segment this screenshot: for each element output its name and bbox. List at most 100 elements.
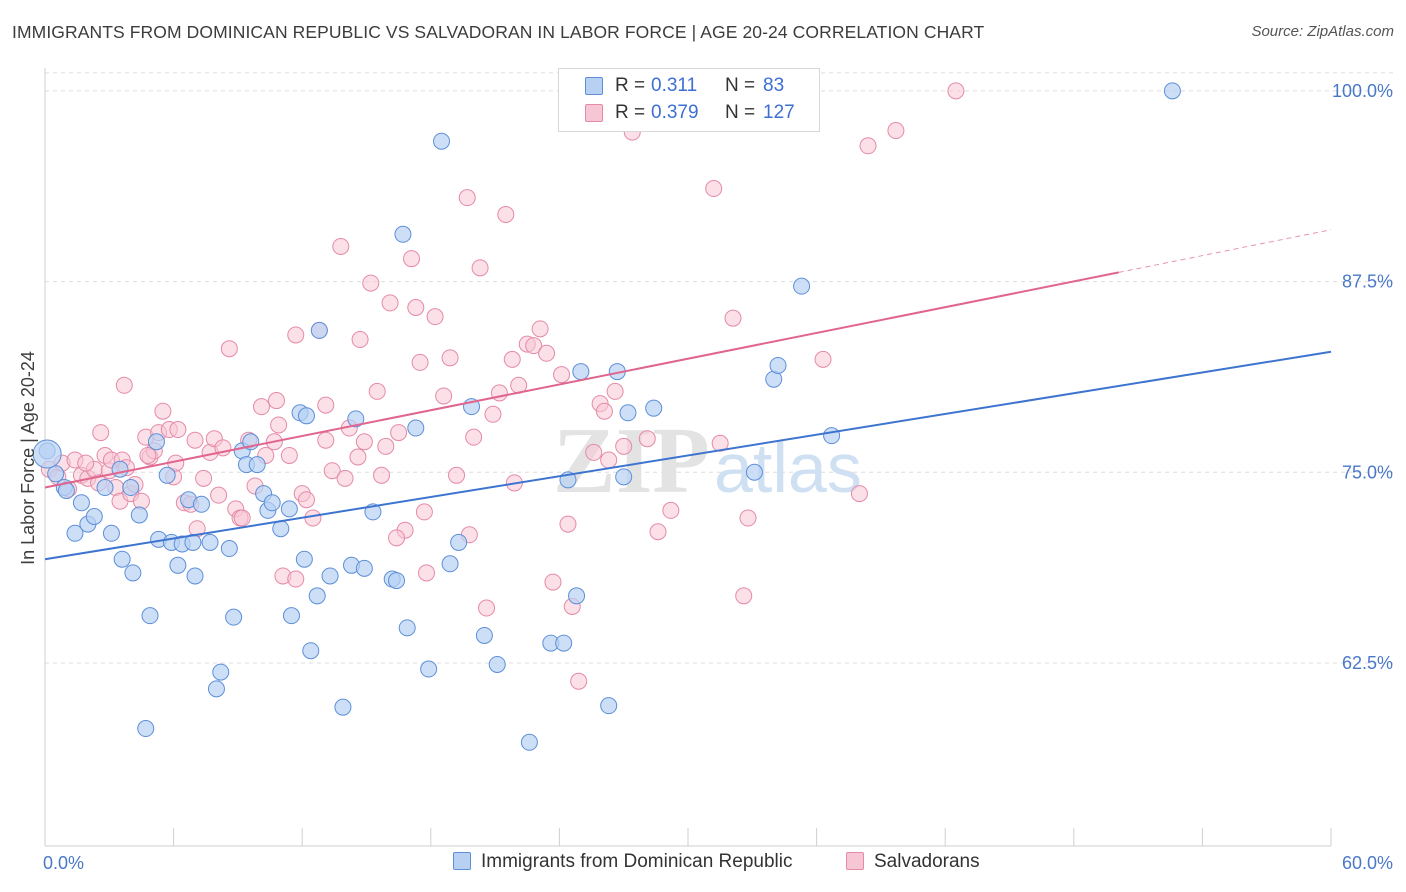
dominican-point xyxy=(137,720,155,738)
bottom-legend-dominican: Immigrants from Dominican Republic xyxy=(453,851,793,873)
salvadoran-point xyxy=(448,466,466,484)
dominican-point xyxy=(475,626,493,644)
salvadoran-point xyxy=(859,137,877,155)
dominican-point xyxy=(615,468,633,486)
dominican-point xyxy=(321,567,339,585)
salvadoran-point xyxy=(850,485,868,503)
salvadoran-point xyxy=(355,433,373,451)
dominican-point xyxy=(66,524,84,542)
legend-n-value: 83 xyxy=(763,75,785,96)
salvadoran-point xyxy=(484,405,502,423)
dominican-point-cluster xyxy=(32,439,62,469)
salvadoran-point xyxy=(415,503,433,521)
salvadoran-point xyxy=(210,486,228,504)
correlation-legend: R = 0.311 N = 83 R = 0.379 N = 127 xyxy=(558,68,820,132)
salvadoran-point xyxy=(705,180,723,198)
y-tick-label: 87.5% xyxy=(1342,272,1393,292)
bottom-legend-label: Immigrants from Dominican Republic xyxy=(481,851,793,872)
dominican-point xyxy=(248,456,266,474)
dominican-point xyxy=(1163,82,1181,100)
dominican-point xyxy=(619,404,637,422)
dominican-point xyxy=(147,433,165,451)
dominican-points xyxy=(32,82,1181,751)
dominican-point xyxy=(47,465,65,483)
salvadoran-point xyxy=(270,416,288,434)
salvadoran-point xyxy=(525,337,543,355)
gridlines xyxy=(45,72,1395,664)
salvadoran-point xyxy=(724,309,742,327)
legend-r-label: R = xyxy=(615,102,646,123)
dominican-point xyxy=(186,567,204,585)
bottom-legend-swatch-blue xyxy=(453,852,471,870)
salvadoran-point xyxy=(407,299,425,317)
salvadorans-points xyxy=(40,82,965,690)
salvadoran-point xyxy=(139,446,157,464)
salvadoran-point xyxy=(418,564,436,582)
salvadoran-point xyxy=(287,570,305,588)
salvadoran-point xyxy=(435,387,453,405)
salvadoran-point xyxy=(195,469,213,487)
salvadoran-point xyxy=(478,599,496,617)
salvadoran-point xyxy=(615,437,633,455)
dominican-point xyxy=(130,506,148,524)
salvadoran-point xyxy=(570,672,588,690)
dominican-point xyxy=(282,607,300,625)
dominican-point xyxy=(272,520,290,538)
dominican-point xyxy=(568,587,586,605)
legend-swatch-pink xyxy=(585,104,603,122)
salvadoran-point xyxy=(77,454,95,472)
legend-r-value: 0.379 xyxy=(651,102,699,123)
salvadoran-point xyxy=(426,308,444,326)
bottom-legend-label: Salvadorans xyxy=(874,851,980,872)
salvadoran-point xyxy=(381,294,399,312)
salvadoran-point xyxy=(220,340,238,358)
legend-n-label: N = xyxy=(725,102,756,123)
salvadoran-point xyxy=(411,353,429,371)
watermark-atlas: atlas xyxy=(714,429,862,507)
salvadoran-point xyxy=(595,402,613,420)
salvadoran-point xyxy=(373,466,391,484)
dominican-point xyxy=(158,466,176,484)
bottom-legend-salvadorans: Salvadorans xyxy=(846,851,980,873)
dominican-point xyxy=(225,608,243,626)
y-tick-label: 100.0% xyxy=(1332,81,1393,101)
dominican-point xyxy=(308,587,326,605)
dominican-point xyxy=(347,410,365,428)
salvadoran-point xyxy=(115,376,133,394)
salvadoran-point xyxy=(377,437,395,455)
y-axis-label: In Labor Force | Age 20-24 xyxy=(18,351,38,565)
dominican-point xyxy=(355,559,373,577)
salvadoran-point xyxy=(947,82,965,100)
dominican-trend-line xyxy=(44,350,1332,561)
dominican-point xyxy=(398,619,416,637)
dominican-point xyxy=(192,495,210,513)
dominican-point xyxy=(823,427,841,445)
legend-row-salvadorans: R = 0.379 N = 127 xyxy=(559,100,817,126)
dominican-point xyxy=(102,524,120,542)
source-label: Source: ZipAtlas.com xyxy=(1251,23,1394,40)
salvadoran-point xyxy=(465,428,483,446)
dominican-point xyxy=(111,460,129,478)
legend-row-dominican: R = 0.311 N = 83 xyxy=(559,73,817,99)
dominican-point xyxy=(297,407,315,425)
dominican-point xyxy=(441,555,459,573)
salvadoran-point xyxy=(559,515,577,533)
salvadoran-point xyxy=(317,431,335,449)
salvadoran-point xyxy=(362,274,380,292)
bottom-legend-swatch-pink xyxy=(846,852,864,870)
dominican-point xyxy=(280,500,298,518)
salvadoran-point xyxy=(287,326,305,344)
dominican-point xyxy=(420,660,438,678)
salvadoran-point xyxy=(252,398,270,416)
salvadoran-point xyxy=(317,396,335,414)
salvadoran-point xyxy=(390,424,408,442)
dominican-point xyxy=(169,556,187,574)
salvadoran-point xyxy=(497,205,515,223)
salvadoran-point xyxy=(233,509,251,527)
dominican-point xyxy=(600,697,618,715)
dominican-point xyxy=(96,479,114,497)
salvadoran-point xyxy=(388,529,406,547)
dominican-point xyxy=(488,655,506,673)
dominican-point xyxy=(141,607,159,625)
